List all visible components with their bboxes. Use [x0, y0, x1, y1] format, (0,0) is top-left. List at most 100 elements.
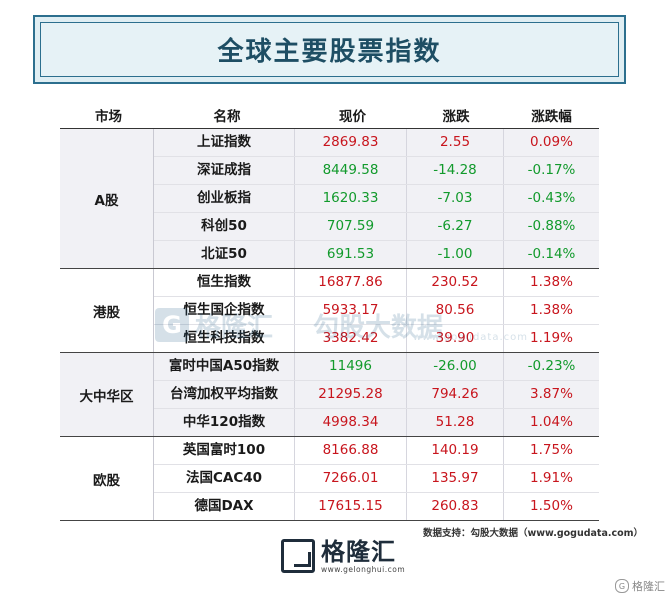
table-header: 市场 名称 现价 涨跌 涨跌幅 [60, 102, 599, 129]
market-group: 大中华区 富时中国A50指数 11496 -26.00 -0.23% 台湾加权平均指数 21… [60, 353, 599, 437]
index-price: 3382.42 [294, 325, 406, 352]
index-change: 794.26 [406, 381, 503, 408]
index-name: 法国CAC40 [185, 470, 263, 486]
index-table: 市场 名称 现价 涨跌 涨跌幅 A股 上证指数 2869.83 2.55 0.09% 深证… [60, 102, 599, 521]
index-change: 39.90 [406, 325, 503, 352]
index-change: -7.03 [406, 185, 503, 212]
market-label: 欧股 [60, 437, 154, 520]
watermark: G 格隆汇 勾股大数据 www.gogudata.com [155, 300, 527, 350]
index-price: 17615.15 [294, 493, 406, 520]
index-price: 1620.33 [294, 185, 406, 212]
market-group: 港股 恒生指数 16877.86 230.52 1.38% 恒生国企指数 5933.17 80… [60, 269, 599, 353]
index-change: 51.28 [406, 409, 503, 436]
watermark-data-brand: 勾股大数据 [313, 312, 444, 343]
index-pct: -0.43% [503, 185, 599, 212]
logo-g-icon [281, 539, 315, 573]
market-label: A股 [60, 129, 154, 268]
index-name: 恒生科技指数 [183, 330, 265, 346]
index-pct: 1.38% [503, 269, 599, 296]
index-change: 2.55 [406, 129, 503, 156]
index-pct: -0.14% [503, 241, 599, 268]
index-change: 135.97 [406, 465, 503, 492]
table-row: 深证成指 8449.58 -14.28 -0.17% [154, 157, 599, 185]
index-name: 德国DAX [194, 498, 254, 514]
index-pct: 1.50% [503, 493, 599, 520]
index-change: 230.52 [406, 269, 503, 296]
index-name: 台湾加权平均指数 [170, 386, 278, 402]
header-change: 涨跌 [442, 109, 470, 125]
table-row: 富时中国A50指数 11496 -26.00 -0.23% [154, 353, 599, 381]
header-pct: 涨跌幅 [531, 109, 572, 125]
index-pct: 3.87% [503, 381, 599, 408]
header-market: 市场 [95, 109, 122, 125]
index-name: 北证50 [201, 246, 247, 262]
market-label: 大中华区 [60, 353, 154, 436]
index-price: 16877.86 [294, 269, 406, 296]
market-group: 欧股 英国富时100 8166.88 140.19 1.75% 法国CAC40 7266.0… [60, 437, 599, 521]
index-pct: 0.09% [503, 129, 599, 156]
watermark-url: www.gogudata.com [413, 332, 529, 343]
index-pct: -0.17% [503, 157, 599, 184]
index-name: 创业板指 [197, 190, 251, 206]
table-body: A股 上证指数 2869.83 2.55 0.09% 深证成指 8449.58 -14.28-… [60, 129, 599, 521]
table-row: 台湾加权平均指数 21295.28 794.26 3.87% [154, 381, 599, 409]
index-price: 707.59 [294, 213, 406, 240]
index-price: 4998.34 [294, 409, 406, 436]
header-price: 现价 [339, 109, 366, 125]
index-price: 8449.58 [294, 157, 406, 184]
brand-logo: 格隆汇 www.gelonghui.com [281, 536, 405, 576]
table-row: 英国富时100 8166.88 140.19 1.75% [154, 437, 599, 465]
index-price: 5933.17 [294, 297, 406, 324]
index-name: 富时中国A50指数 [168, 358, 280, 374]
table-row: 创业板指 1620.33 -7.03 -0.43% [154, 185, 599, 213]
table-row: 上证指数 2869.83 2.55 0.09% [154, 129, 599, 157]
index-pct: 1.91% [503, 465, 599, 492]
index-pct: 1.75% [503, 437, 599, 464]
index-pct: 1.38% [503, 297, 599, 324]
index-name: 恒生指数 [197, 274, 251, 290]
index-name: 上证指数 [197, 134, 251, 150]
index-change: -26.00 [406, 353, 503, 380]
logo-url: www.gelonghui.com [321, 564, 406, 574]
logo-name: 格隆汇 [321, 537, 396, 566]
corner-logo-icon: G [615, 579, 629, 593]
table-row: 恒生国企指数 5933.17 80.56 1.38% [154, 297, 599, 325]
index-pct: -0.88% [503, 213, 599, 240]
market-label: 港股 [60, 269, 154, 352]
table-row: 德国DAX 17615.15 260.83 1.50% [154, 493, 599, 520]
index-name: 科创50 [201, 218, 247, 234]
index-pct: 1.19% [503, 325, 599, 352]
index-price: 7266.01 [294, 465, 406, 492]
title-inner: 全球主要股票指数 [40, 22, 619, 77]
header-name: 名称 [213, 109, 241, 125]
index-price: 21295.28 [294, 381, 406, 408]
index-pct: -0.23% [503, 353, 599, 380]
index-name: 中华120指数 [182, 414, 266, 430]
watermark-brand: 格隆汇 [195, 312, 274, 343]
index-name: 英国富时100 [182, 442, 266, 458]
data-source: 数据支持：勾股大数据（www.gogudata.com） [423, 528, 644, 539]
index-name: 恒生国企指数 [183, 302, 265, 318]
index-change: -6.27 [406, 213, 503, 240]
title-frame: 全球主要股票指数 [33, 15, 626, 84]
index-change: -1.00 [406, 241, 503, 268]
corner-text: 格隆汇 [632, 580, 665, 593]
index-change: -14.28 [406, 157, 503, 184]
index-price: 8166.88 [294, 437, 406, 464]
index-price: 2869.83 [294, 129, 406, 156]
table-row: 恒生指数 16877.86 230.52 1.38% [154, 269, 599, 297]
index-change: 260.83 [406, 493, 503, 520]
table-row: 恒生科技指数 3382.42 39.90 1.19% [154, 325, 599, 352]
table-row: 北证50 691.53 -1.00 -0.14% [154, 241, 599, 268]
corner-watermark: G 格隆汇 [615, 578, 665, 594]
index-pct: 1.04% [503, 409, 599, 436]
table-row: 法国CAC40 7266.01 135.97 1.91% [154, 465, 599, 493]
market-group: A股 上证指数 2869.83 2.55 0.09% 深证成指 8449.58 -14.28-… [60, 129, 599, 269]
table-row: 中华120指数 4998.34 51.28 1.04% [154, 409, 599, 436]
index-price: 11496 [294, 353, 406, 380]
index-price: 691.53 [294, 241, 406, 268]
index-name: 深证成指 [197, 162, 251, 178]
index-change: 140.19 [406, 437, 503, 464]
watermark-logo-icon: G [155, 308, 189, 342]
page-title: 全球主要股票指数 [217, 37, 442, 67]
